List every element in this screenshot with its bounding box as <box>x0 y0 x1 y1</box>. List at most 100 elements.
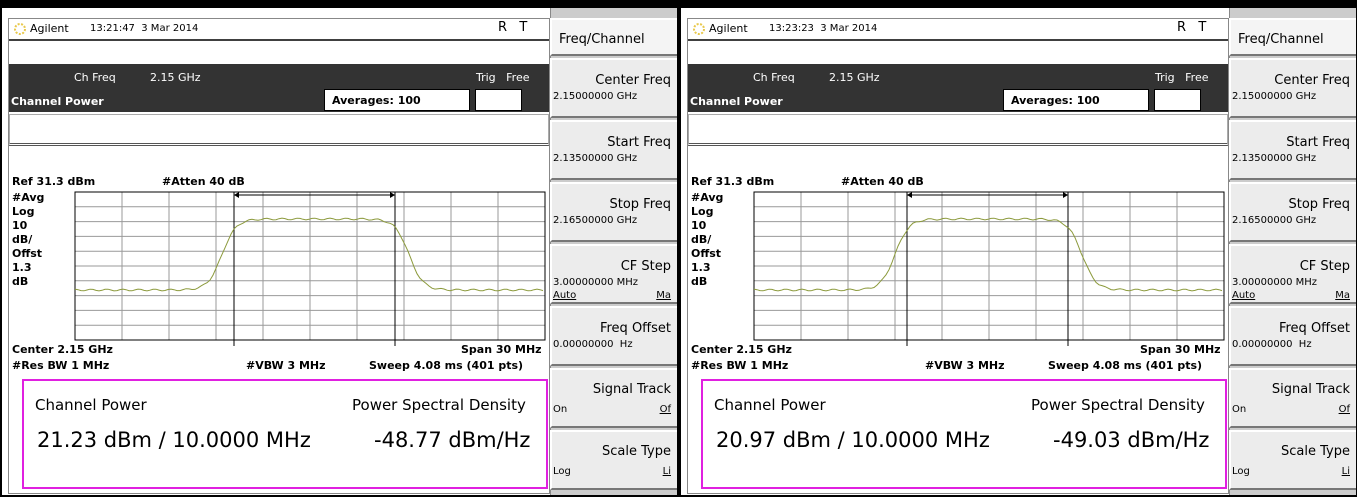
averages: Averages: 100 <box>1011 94 1100 107</box>
empty-box <box>1154 89 1201 111</box>
trigger: Trig Free <box>1155 71 1209 84</box>
sweep: Sweep 4.08 ms (401 pts) <box>1048 359 1203 372</box>
softkey-option: On <box>553 404 568 415</box>
status: R T <box>1177 20 1207 35</box>
softkey[interactable]: Signal Track On Of <box>550 368 677 428</box>
scale-label: 10 <box>691 219 707 232</box>
scale-label: #Avg <box>691 191 724 204</box>
softkey-value: 2.16500000 GHz <box>553 215 638 226</box>
softkey[interactable]: Freq Offset 0.00000000 Hz <box>1229 306 1356 366</box>
softkey-value: 0.00000000 Hz <box>1232 339 1312 350</box>
psd-value: -48.77 dBm/Hz <box>374 428 531 452</box>
center-freq: Center 2.15 GHz <box>691 343 792 356</box>
softkey-option: On <box>1232 404 1247 415</box>
softkey-label: Start Freq <box>1286 135 1350 150</box>
scale-label: dB <box>691 275 708 288</box>
softkey-label: Stop Freq <box>1288 197 1350 212</box>
timestamp: 13:23:23 3 Mar 2014 <box>769 23 878 34</box>
brand: Agilent <box>30 22 69 35</box>
softkey[interactable]: Signal Track On Of <box>1229 368 1356 428</box>
softkey-option: Auto <box>1232 290 1256 301</box>
softkey-label: Freq Offset <box>599 321 671 336</box>
softkey[interactable]: Center Freq 2.15000000 GHz <box>550 58 677 118</box>
ref-level: Ref 31.3 dBm <box>691 175 775 188</box>
averages: Averages: 100 <box>332 94 421 107</box>
softkey-value: 0.00000000 Hz <box>553 339 633 350</box>
softkey[interactable]: Center Freq 2.15000000 GHz <box>1229 58 1356 118</box>
agilent-logo <box>14 23 26 35</box>
scale-label: dB/ <box>12 233 33 246</box>
softkey[interactable]: CF Step 3.00000000 MHz Auto Ma <box>550 244 677 304</box>
softkey[interactable]: Start Freq 2.13500000 GHz <box>550 120 677 180</box>
status: R T <box>498 20 528 35</box>
softkey-label: Scale Type <box>1281 444 1350 459</box>
softkey-label: Signal Track <box>592 382 671 397</box>
results-box <box>22 379 548 489</box>
menu-title: Freq/Channel <box>550 18 677 56</box>
result-label: Channel Power <box>714 396 826 414</box>
softkey-label: CF Step <box>620 259 671 274</box>
softkey-option: Li <box>662 466 671 477</box>
softkey-option: Of <box>1338 404 1350 415</box>
message-box <box>9 114 549 146</box>
res-bw: #Res BW 1 MHz <box>12 359 110 372</box>
softkey[interactable]: Scale Type Log Li <box>550 430 677 490</box>
channel-power-value: 21.23 dBm / 10.0000 MHz <box>37 428 311 452</box>
softkey-option: Log <box>553 466 571 477</box>
softkey[interactable]: CF Step 3.00000000 MHz Auto Ma <box>1229 244 1356 304</box>
empty-box <box>475 89 522 111</box>
menu-title: Freq/Channel <box>1229 18 1356 56</box>
result-label: Power Spectral Density <box>1031 396 1205 414</box>
spectrum-trace <box>74 217 544 292</box>
softkey-option: Auto <box>553 290 577 301</box>
scale-label: 1.3 <box>691 261 711 274</box>
softkey-value: 3.00000000 MHz <box>553 277 639 288</box>
spectrum-trace <box>753 217 1223 292</box>
result-label: Power Spectral Density <box>352 396 526 414</box>
ch-freq: 2.15 GHz <box>150 71 201 84</box>
softkey[interactable]: Stop Freq 2.16500000 GHz <box>1229 182 1356 242</box>
results-box <box>701 379 1227 489</box>
softkey-option: Li <box>1341 466 1350 477</box>
center-freq: Center 2.15 GHz <box>12 343 113 356</box>
graticule <box>74 191 546 341</box>
softkey-label: Scale Type <box>602 444 671 459</box>
softkey-value: 2.16500000 GHz <box>1232 215 1317 226</box>
softkey-label: Stop Freq <box>609 197 671 212</box>
softkey[interactable]: Stop Freq 2.16500000 GHz <box>550 182 677 242</box>
softkey-value: 2.13500000 GHz <box>553 153 638 164</box>
softkey-value: 2.15000000 GHz <box>553 91 638 102</box>
scale-label: dB <box>12 275 29 288</box>
channel-power-value: 20.97 dBm / 10.0000 MHz <box>716 428 990 452</box>
span: Span 30 MHz <box>1140 343 1221 356</box>
scale-label: 10 <box>12 219 28 232</box>
vbw: #VBW 3 MHz <box>246 359 326 372</box>
scale-label: dB/ <box>691 233 712 246</box>
softkey-value: 2.13500000 GHz <box>1232 153 1317 164</box>
message-box <box>688 114 1228 146</box>
ch-freq-label: Ch Freq <box>753 71 795 84</box>
timestamp: 13:21:47 3 Mar 2014 <box>90 23 199 34</box>
scale-label: Offst <box>691 247 722 260</box>
softkey-label: Freq Offset <box>1278 321 1350 336</box>
scale-label: #Avg <box>12 191 45 204</box>
measurement-mode: Channel Power <box>690 95 783 108</box>
softkey[interactable]: Start Freq 2.13500000 GHz <box>1229 120 1356 180</box>
softkey[interactable]: Scale Type Log Li <box>1229 430 1356 490</box>
softkey-label: Center Freq <box>1274 73 1350 88</box>
menu-title-text: Freq/Channel <box>1238 32 1324 47</box>
softkey-option: Log <box>1232 466 1250 477</box>
softkey-option: Ma <box>1335 290 1350 301</box>
agilent-logo <box>693 23 705 35</box>
analyzer-panel: Agilent 13:23:23 3 Mar 2014 R T Ch Freq 2.15… <box>681 8 1356 495</box>
ch-freq-label: Ch Freq <box>74 71 116 84</box>
psd-value: -49.03 dBm/Hz <box>1053 428 1210 452</box>
vbw: #VBW 3 MHz <box>925 359 1005 372</box>
brand: Agilent <box>709 22 748 35</box>
span: Span 30 MHz <box>461 343 542 356</box>
averages-box <box>324 89 470 111</box>
attenuation: #Atten 40 dB <box>162 175 245 188</box>
softkey[interactable]: Freq Offset 0.00000000 Hz <box>550 306 677 366</box>
graphics <box>688 23 1228 346</box>
